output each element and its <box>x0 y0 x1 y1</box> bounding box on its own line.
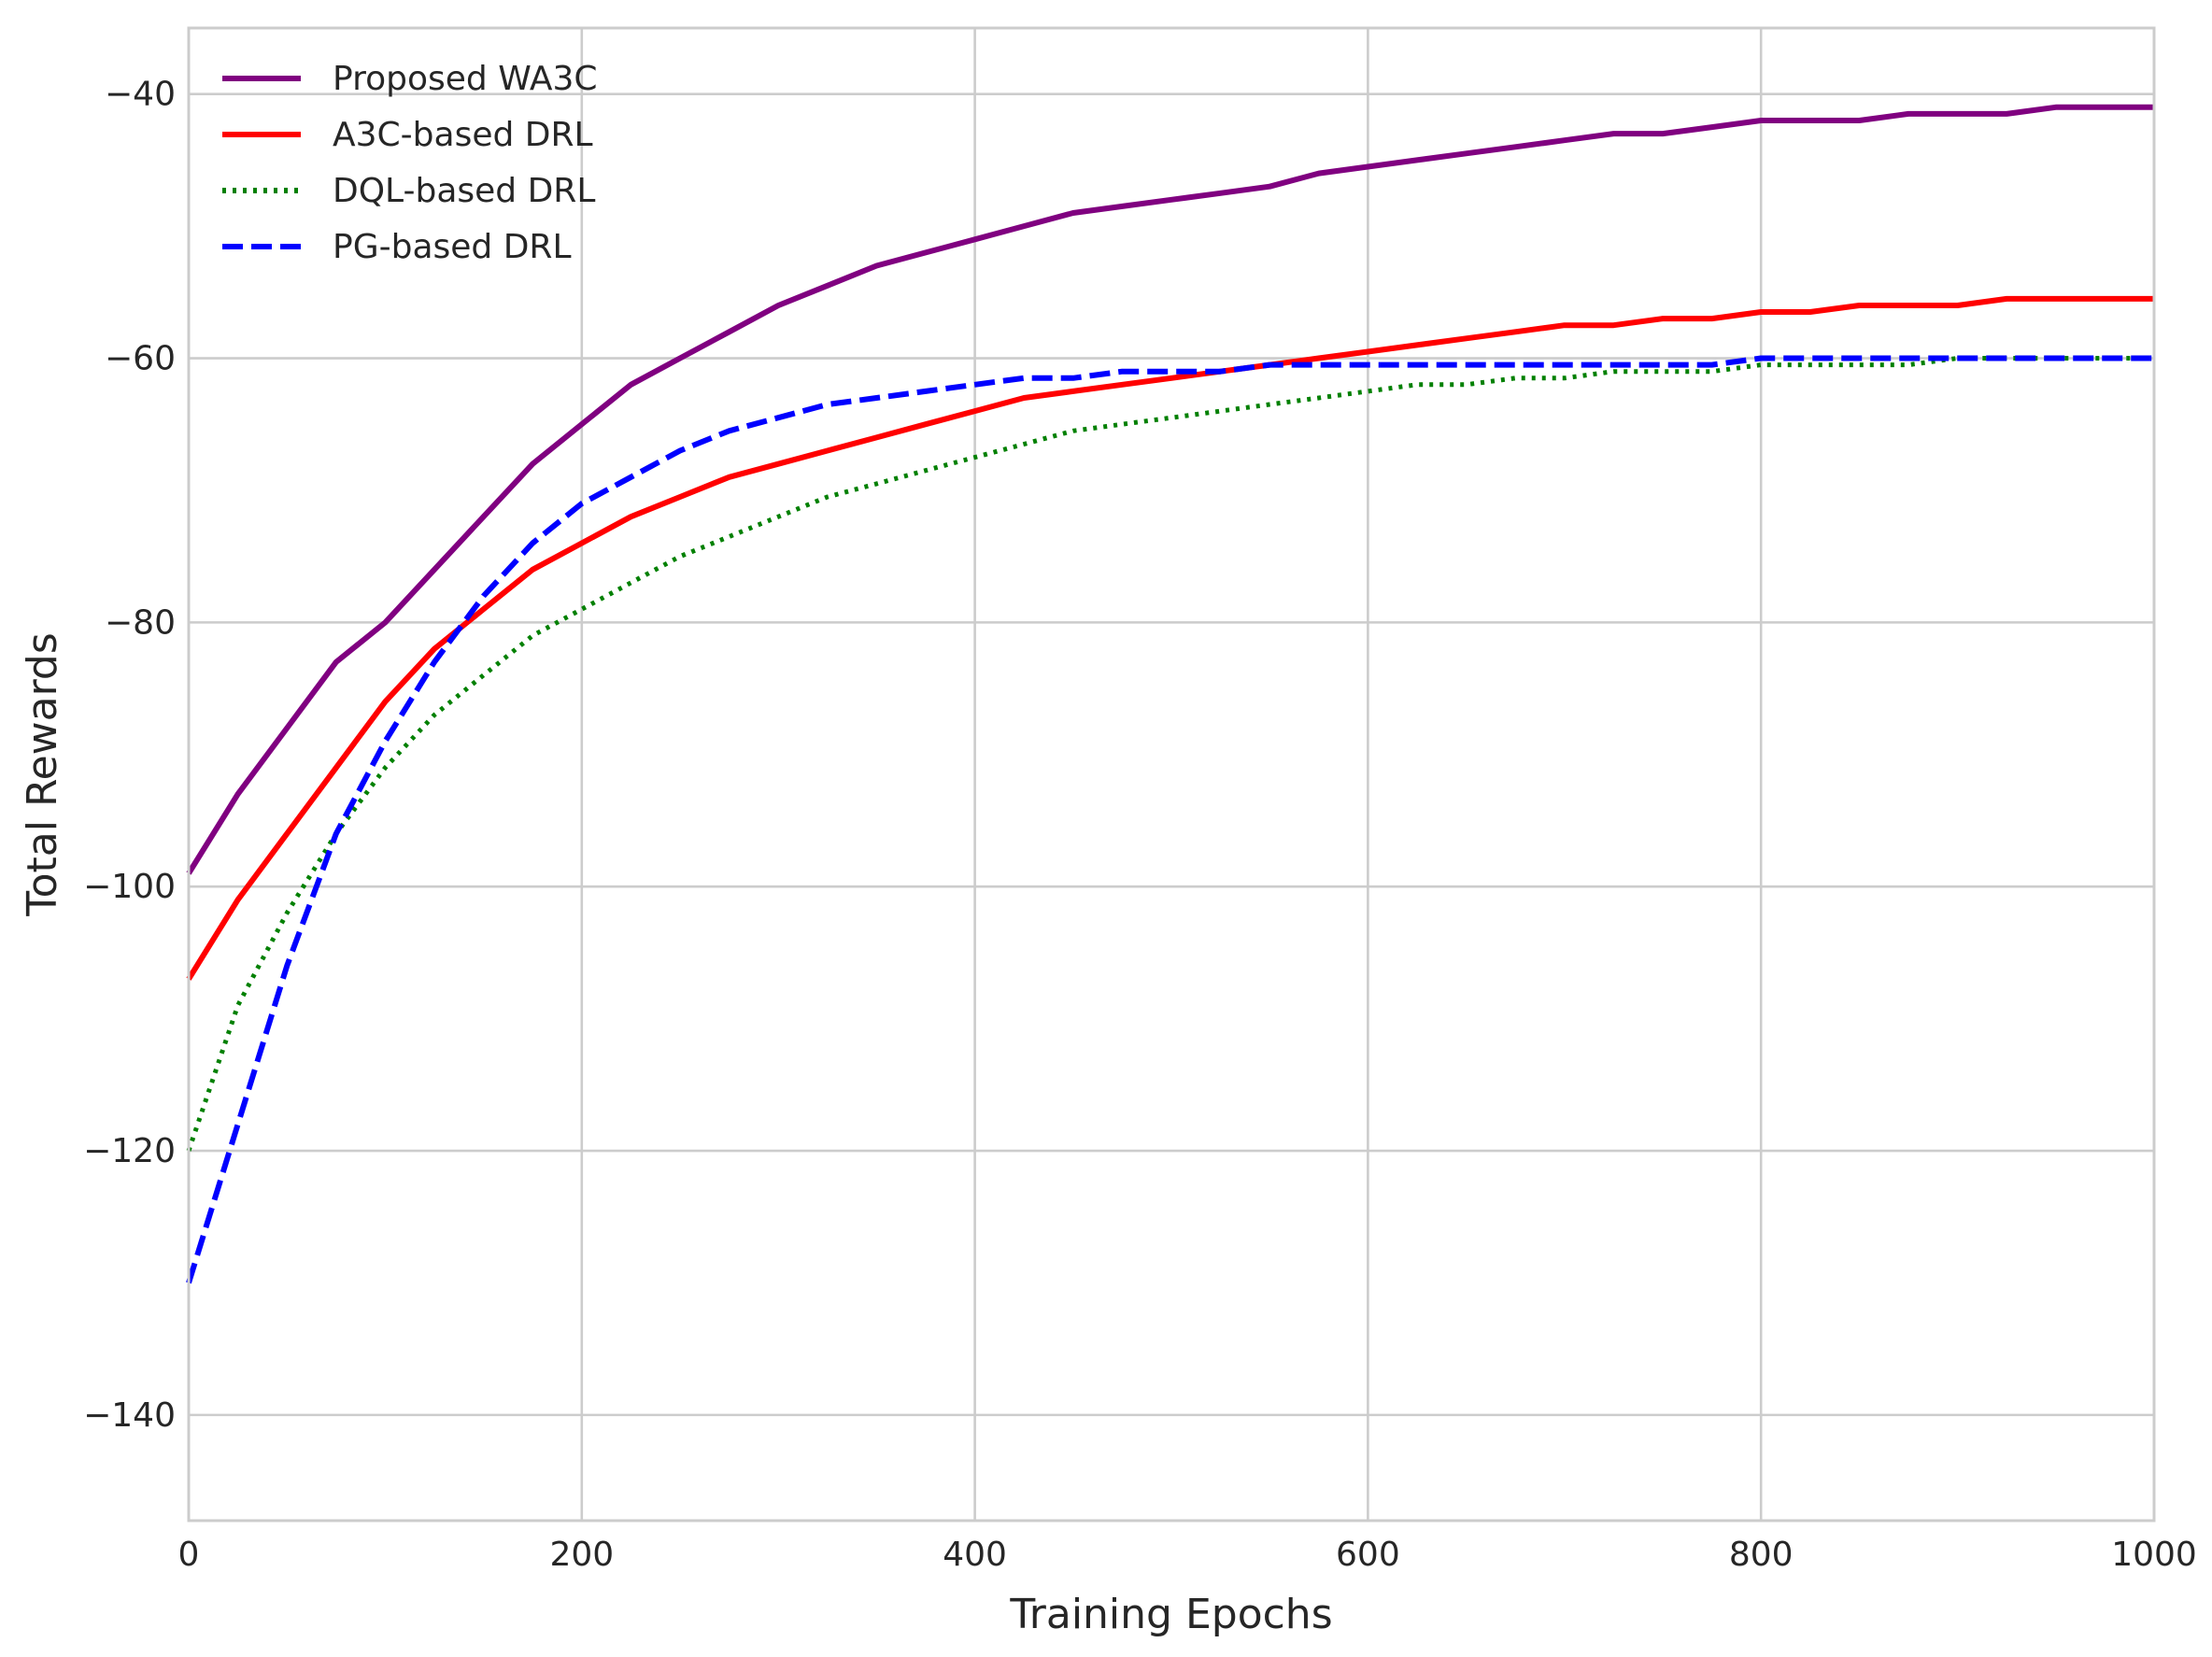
y-tick-label: −120 <box>83 1132 176 1170</box>
legend-label-a3c-based-drl: A3C-based DRL <box>333 116 593 154</box>
y-tick-label: −140 <box>83 1396 176 1435</box>
series-line-pg-based-drl <box>186 355 2154 1284</box>
legend-label-dql-based-drl: DQL-based DRL <box>333 172 595 210</box>
x-tick-label: 800 <box>1729 1536 1794 1574</box>
legend-label-proposed-wa3c: Proposed WA3C <box>333 60 597 98</box>
x-axis-title: Training Epochs <box>1009 1591 1332 1638</box>
legend-label-pg-based-drl: PG-based DRL <box>333 228 572 266</box>
series-layer <box>186 104 2154 1284</box>
x-tick-label: 0 <box>178 1536 200 1574</box>
plot-frame <box>187 26 2156 1522</box>
y-axis-title: Total Rewards <box>19 632 66 917</box>
legend: Proposed WA3C A3C-based DRL DQL-based DRL P… <box>222 60 597 266</box>
y-tick-label: −60 <box>105 340 176 378</box>
tick-labels: 0 200 400 600 800 1000 −140 −120 −100 −80 −60 −40 <box>83 76 2197 1574</box>
y-tick-label: −100 <box>83 868 176 906</box>
x-tick-label: 200 <box>549 1536 614 1574</box>
y-tick-label: −40 <box>105 76 176 114</box>
x-tick-label: 1000 <box>2111 1536 2197 1574</box>
series-line-proposed-wa3c <box>186 104 2154 875</box>
x-tick-label: 600 <box>1336 1536 1400 1574</box>
series-line-a3c-based-drl <box>186 295 2154 981</box>
x-tick-label: 400 <box>943 1536 1007 1574</box>
y-tick-label: −80 <box>105 603 176 642</box>
